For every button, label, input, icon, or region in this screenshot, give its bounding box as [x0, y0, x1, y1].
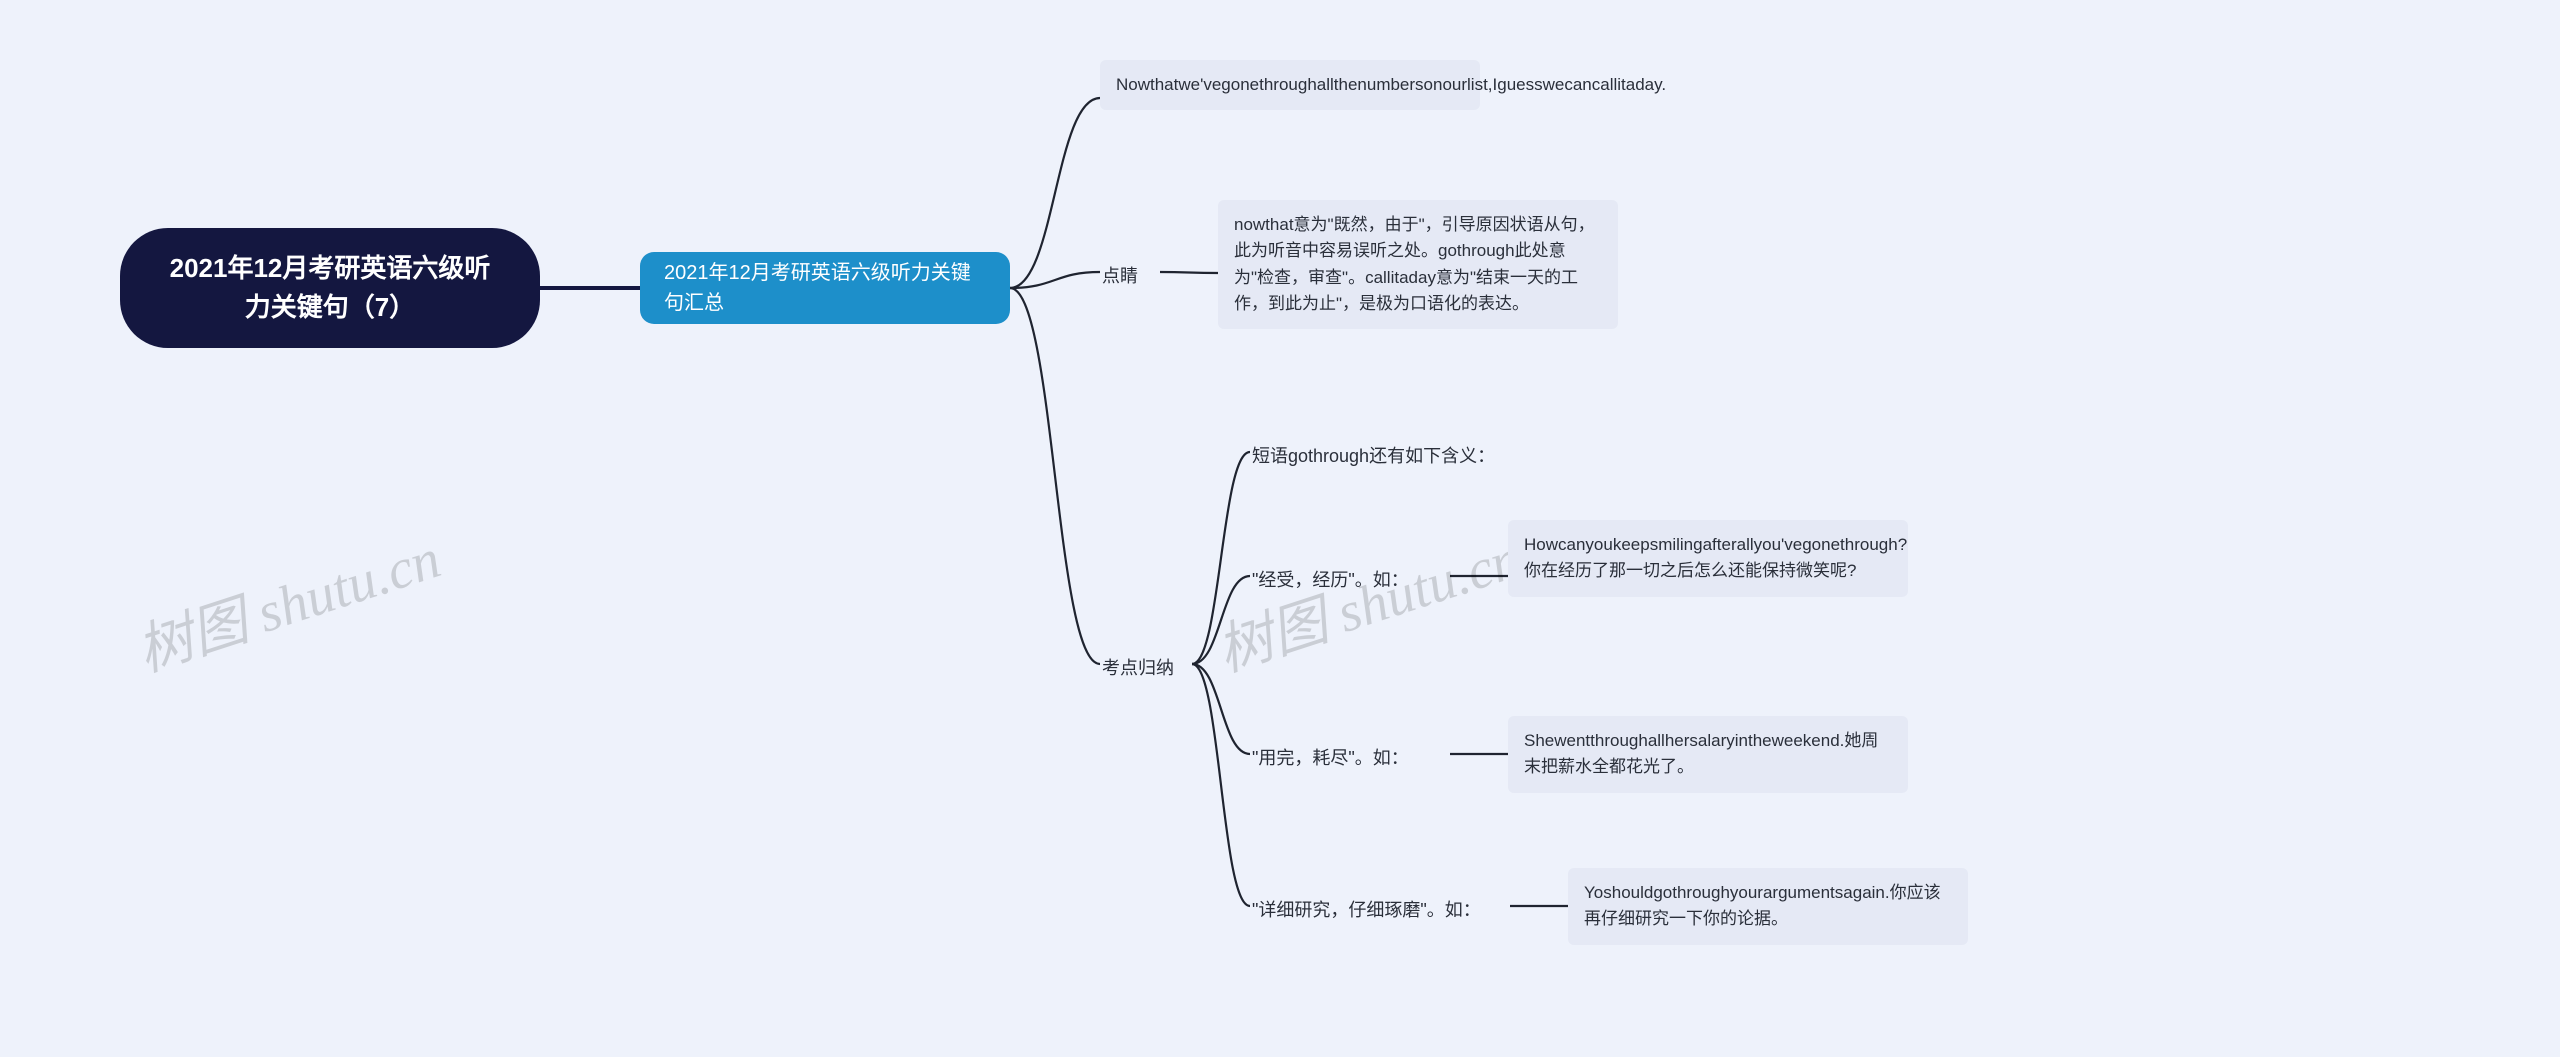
leaf-text: Nowthatwe'vegonethroughallthenumbersonou… — [1116, 72, 1666, 98]
watermark: 树图 shutu.cn — [125, 513, 449, 687]
mindmap-label-gothrough-intro[interactable]: 短语gothrough还有如下含义： — [1250, 438, 1497, 472]
label-text: 考点归纳 — [1102, 654, 1174, 680]
label-text: 短语gothrough还有如下含义： — [1252, 442, 1495, 468]
root-text: 2021年12月考研英语六级听力关键句（7） — [164, 249, 496, 327]
label-text: 点睛 — [1102, 262, 1138, 288]
leaf-text: nowthat意为"既然，由于"，引导原因状语从句，此为听音中容易误听之处。go… — [1234, 212, 1602, 317]
mindmap-label-yongwan[interactable]: "用完，耗尽"。如： — [1250, 740, 1411, 774]
mindmap-label-kaodian[interactable]: 考点归纳 — [1100, 650, 1176, 684]
mindmap-leaf-dianjing[interactable]: nowthat意为"既然，由于"，引导原因状语从句，此为听音中容易误听之处。go… — [1218, 200, 1618, 329]
label-text: "用完，耗尽"。如： — [1252, 744, 1409, 770]
mindmap-label-dianjing[interactable]: 点睛 — [1100, 258, 1140, 292]
mindmap-leaf-yongwan[interactable]: Shewentthroughallhersalaryintheweekend.她… — [1508, 716, 1908, 793]
leaf-text: Yoshouldgothroughyourargumentsagain.你应该再… — [1584, 880, 1952, 933]
mindmap-leaf-xiangxi[interactable]: Yoshouldgothroughyourargumentsagain.你应该再… — [1568, 868, 1968, 945]
mindmap-root[interactable]: 2021年12月考研英语六级听力关键句（7） — [120, 228, 540, 348]
watermark: 树图 shutu.cn — [1205, 513, 1529, 687]
leaf-text: Shewentthroughallhersalaryintheweekend.她… — [1524, 728, 1892, 781]
mindmap-node-summary[interactable]: 2021年12月考研英语六级听力关键句汇总 — [640, 252, 1010, 324]
leaf-text: Howcanyoukeepsmilingafterallyou'vegoneth… — [1524, 532, 1907, 585]
label-text: "详细研究，仔细琢磨"。如： — [1252, 896, 1481, 922]
mindmap-label-xiangxi[interactable]: "详细研究，仔细琢磨"。如： — [1250, 892, 1483, 926]
mindmap-leaf-sentence[interactable]: Nowthatwe'vegonethroughallthenumbersonou… — [1100, 60, 1480, 110]
node-text: 2021年12月考研英语六级听力关键句汇总 — [664, 258, 986, 318]
label-text: "经受，经历"。如： — [1252, 566, 1409, 592]
mindmap-label-jingshou[interactable]: "经受，经历"。如： — [1250, 562, 1411, 596]
mindmap-leaf-jingshou[interactable]: Howcanyoukeepsmilingafterallyou'vegoneth… — [1508, 520, 1908, 597]
